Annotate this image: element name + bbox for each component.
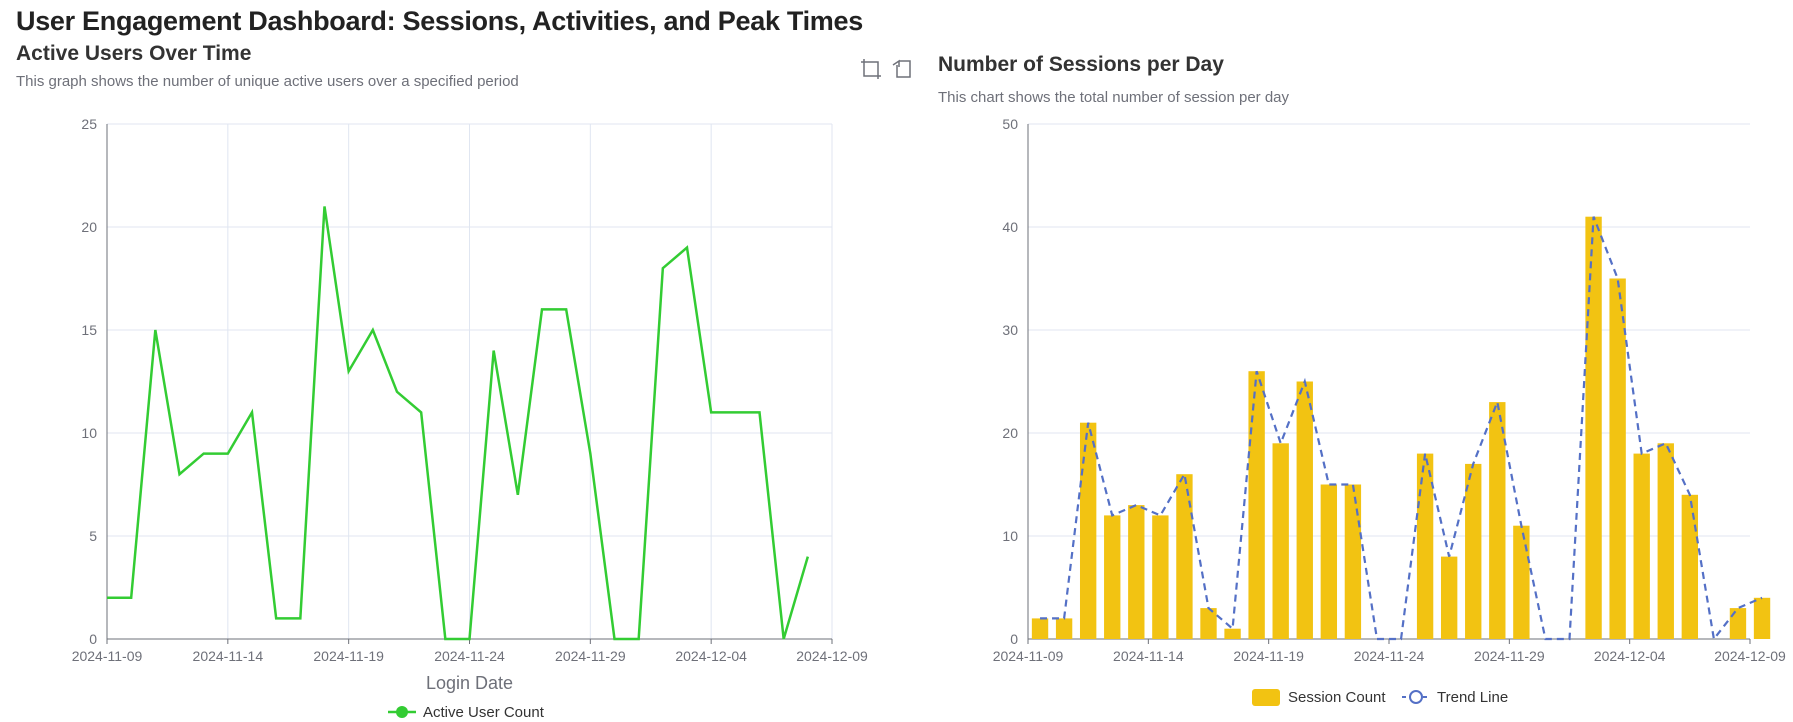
- restore-icon[interactable]: [892, 58, 914, 80]
- x-tick-label: 2024-12-04: [1594, 648, 1666, 664]
- session-bar[interactable]: [1489, 402, 1506, 639]
- legend-label-trend: Trend Line: [1437, 689, 1508, 706]
- session-bar[interactable]: [1296, 381, 1313, 640]
- session-bar[interactable]: [1031, 618, 1049, 639]
- sessions-chart-title: Number of Sessions per Day: [938, 53, 1224, 76]
- y-tick-label: 0: [89, 631, 97, 647]
- session-bar[interactable]: [1657, 443, 1674, 639]
- x-tick-label: 2024-12-09: [1714, 648, 1786, 664]
- legend-swatch-session-count: [1252, 689, 1280, 706]
- session-bar[interactable]: [1416, 453, 1434, 639]
- y-tick-label: 25: [81, 116, 97, 132]
- x-tick-label: 2024-12-09: [796, 648, 868, 664]
- y-tick-label: 10: [1002, 528, 1018, 544]
- x-tick-label: 2024-11-24: [1354, 648, 1425, 664]
- page-title: User Engagement Dashboard: Sessions, Act…: [16, 6, 863, 36]
- y-tick-label: 20: [1002, 425, 1018, 441]
- x-tick-label: 2024-11-14: [193, 648, 264, 664]
- session-bar[interactable]: [1609, 278, 1626, 640]
- y-tick-label: 30: [1002, 322, 1018, 338]
- session-bar[interactable]: [1320, 484, 1338, 640]
- sessions-chart-subtitle: This chart shows the total number of ses…: [938, 89, 1290, 106]
- session-bar[interactable]: [1272, 443, 1289, 639]
- zoom-icon[interactable]: [860, 58, 882, 80]
- x-tick-label: 2024-11-14: [1113, 648, 1184, 664]
- session-bar[interactable]: [1104, 515, 1121, 639]
- session-bar[interactable]: [1753, 597, 1771, 639]
- session-bar[interactable]: [1055, 618, 1073, 639]
- y-tick-label: 0: [1010, 631, 1018, 647]
- session-bar[interactable]: [1633, 453, 1650, 639]
- session-bar[interactable]: [1344, 484, 1362, 640]
- y-tick-label: 50: [1002, 116, 1018, 132]
- x-axis-label: Login Date: [426, 673, 513, 693]
- active-users-line: [107, 206, 810, 641]
- y-tick-label: 15: [81, 322, 97, 338]
- legend-label-session-count: Session Count: [1288, 689, 1386, 706]
- x-tick-label: 2024-11-29: [555, 648, 626, 664]
- session-bar[interactable]: [1176, 474, 1193, 639]
- active-users-chart: 0 5 10 15 20 25 2024-11-09 2024-11-14 2024-11-19…: [72, 116, 868, 721]
- session-bar[interactable]: [1079, 422, 1097, 639]
- x-tick-label: 2024-11-19: [1233, 648, 1304, 664]
- session-bar[interactable]: [1152, 515, 1169, 639]
- y-tick-label: 5: [89, 528, 97, 544]
- session-bar[interactable]: [1585, 216, 1602, 639]
- x-tick-label: 2024-11-29: [1474, 648, 1545, 664]
- legend-marker-active-users: [396, 706, 408, 718]
- session-bar[interactable]: [1681, 494, 1699, 639]
- session-bar[interactable]: [1513, 525, 1530, 639]
- active-users-chart-subtitle: This graph shows the number of unique ac…: [16, 73, 519, 90]
- session-bar[interactable]: [1729, 608, 1747, 639]
- x-tick-label: 2024-12-04: [675, 648, 747, 664]
- x-tick-label: 2024-11-09: [993, 648, 1064, 664]
- y-tick-label: 10: [81, 425, 97, 441]
- session-bar[interactable]: [1248, 371, 1265, 639]
- y-tick-label: 20: [81, 219, 97, 235]
- y-tick-label: 40: [1002, 219, 1018, 235]
- session-bar[interactable]: [1465, 463, 1482, 639]
- session-bar[interactable]: [1224, 628, 1241, 639]
- x-tick-label: 2024-11-19: [313, 648, 384, 664]
- x-tick-label: 2024-11-09: [72, 648, 143, 664]
- legend-marker-trend: [1409, 690, 1423, 704]
- session-bar[interactable]: [1440, 556, 1458, 639]
- active-users-chart-title: Active Users Over Time: [16, 42, 252, 65]
- chart-toolbox: [860, 58, 914, 80]
- legend-label-active-users: Active User Count: [423, 704, 545, 721]
- trend-line: [1040, 216, 1763, 642]
- session-bar[interactable]: [1128, 505, 1145, 639]
- x-tick-label: 2024-11-24: [434, 648, 505, 664]
- session-bar[interactable]: [1200, 608, 1217, 639]
